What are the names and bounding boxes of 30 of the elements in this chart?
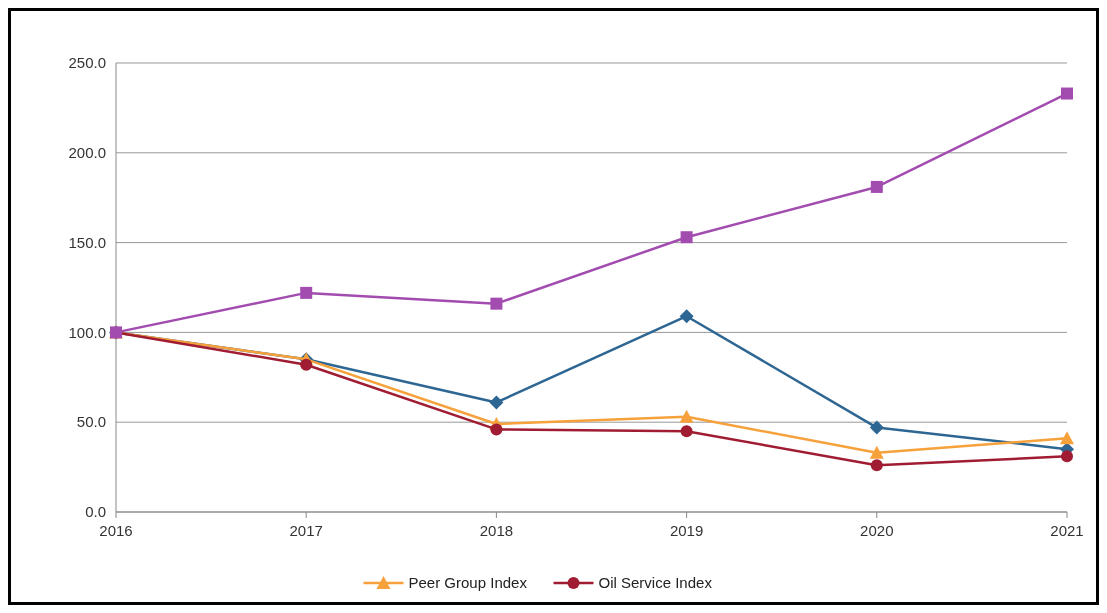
x-tick-label: 2018 (479, 522, 514, 539)
point (300, 358, 313, 371)
point (680, 231, 693, 244)
legend-label: Oil Service Index (598, 574, 713, 592)
y-tick-label: 0.0 (85, 503, 106, 521)
point (869, 445, 884, 459)
x-tick-label: 2020 (860, 522, 894, 539)
y-tick-label: 150.0 (68, 233, 106, 251)
point (490, 297, 503, 310)
x-tick-label: 2021 (1050, 522, 1084, 539)
point (680, 425, 693, 438)
point (870, 180, 883, 193)
x-tick-label: 2017 (289, 522, 323, 539)
y-tick-label: 50.0 (76, 413, 106, 431)
point (679, 409, 694, 423)
x-tick-label: 2019 (669, 522, 704, 539)
legend-label: Peer Group Index (408, 574, 528, 592)
x-tick-label: 2016 (99, 522, 133, 539)
point (490, 423, 503, 436)
point (1061, 450, 1073, 463)
point (489, 395, 504, 410)
point (869, 420, 884, 435)
point (1060, 431, 1074, 445)
point (870, 459, 883, 472)
point (1061, 87, 1073, 100)
y-tick-label: 200.0 (68, 144, 106, 162)
point (679, 309, 694, 324)
y-tick-label: 250.0 (68, 54, 106, 72)
point (300, 286, 313, 299)
y-tick-label: 100.0 (68, 323, 106, 341)
